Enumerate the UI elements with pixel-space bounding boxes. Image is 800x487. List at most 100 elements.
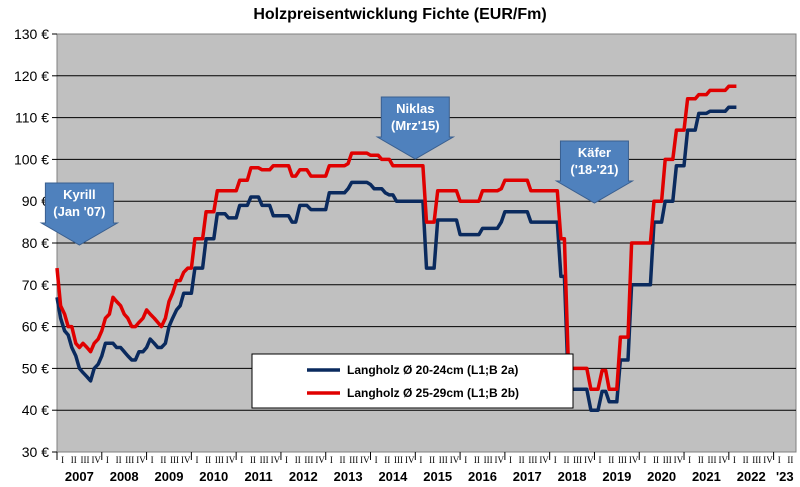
year-label: 2022 [737, 469, 766, 484]
quarter-label: IV [91, 455, 101, 465]
quarter-label: IV [539, 455, 549, 465]
year-label: 2012 [289, 469, 318, 484]
quarter-label: I [599, 455, 602, 465]
callout-arrow [375, 96, 456, 160]
quarter-label: I [285, 455, 288, 465]
y-tick-label: 120 € [14, 68, 49, 84]
chart-title: Holzpreisentwicklung Fichte (EUR/Fm) [253, 6, 546, 23]
quarter-label: I [464, 455, 467, 465]
quarter-label: I [554, 455, 557, 465]
quarter-label: IV [718, 455, 728, 465]
year-label: '23 [776, 469, 794, 484]
quarter-label: II [608, 455, 614, 465]
quarter-label: II [474, 455, 480, 465]
callout-label: Kyrill [63, 187, 96, 202]
year-label: 2015 [423, 469, 452, 484]
quarter-label: IV [495, 455, 505, 465]
quarter-label: IV [763, 455, 773, 465]
quarter-label: IV [450, 455, 460, 465]
quarter-label: IV [226, 455, 236, 465]
quarter-label: IV [674, 455, 684, 465]
quarter-label: II [787, 455, 793, 465]
y-tick-label: 110 € [15, 110, 49, 126]
year-label: 2009 [155, 469, 184, 484]
quarter-label: III [708, 455, 717, 465]
quarter-label: III [304, 455, 313, 465]
callout-arrow [554, 140, 635, 204]
quarter-label: IV [360, 455, 370, 465]
legend-box [251, 353, 574, 409]
legend-label: Langholz Ø 20-24cm (L1;B 2a) [347, 363, 518, 377]
quarter-label: I [643, 455, 646, 465]
y-tick-label: 50 € [22, 360, 49, 376]
quarter-label: I [106, 455, 109, 465]
quarter-label: II [563, 455, 569, 465]
quarter-label: III [618, 455, 627, 465]
year-label: 2008 [110, 469, 139, 484]
quarter-label: III [170, 455, 179, 465]
year-label: 2019 [602, 469, 631, 484]
quarter-label: III [260, 455, 269, 465]
y-tick-label: 130 € [14, 26, 49, 42]
callout-label: (Jan '07) [53, 204, 105, 219]
y-tick-label: 60 € [22, 319, 49, 335]
quarter-label: IV [629, 455, 639, 465]
y-tick-label: 30 € [22, 444, 49, 460]
quarter-label: III [439, 455, 448, 465]
quarter-label: I [778, 455, 781, 465]
callout-label: Niklas [396, 101, 434, 116]
quarter-label: I [240, 455, 243, 465]
quarter-label: II [743, 455, 749, 465]
y-tick-label: 80 € [22, 235, 49, 251]
quarter-label: II [519, 455, 525, 465]
quarter-label: II [116, 455, 122, 465]
year-label: 2021 [692, 469, 721, 484]
y-tick-label: 90 € [22, 193, 49, 209]
series-line-2 [55, 84, 737, 392]
year-label: 2017 [513, 469, 542, 484]
year-label: 2013 [334, 469, 363, 484]
year-label: 2018 [558, 469, 587, 484]
quarter-label: III [528, 455, 537, 465]
quarter-label: III [349, 455, 358, 465]
quarter-label: IV [584, 455, 594, 465]
quarter-label: II [250, 455, 256, 465]
year-label: 2010 [199, 469, 228, 484]
quarter-label: I [330, 455, 333, 465]
quarter-label: III [484, 455, 493, 465]
quarter-label: I [419, 455, 422, 465]
quarter-label: III [394, 455, 403, 465]
callout-label: ('18-'21) [570, 162, 618, 177]
quarter-label: III [125, 455, 134, 465]
quarter-label: III [215, 455, 224, 465]
quarter-label: II [698, 455, 704, 465]
year-label: 2011 [244, 469, 272, 484]
quarter-label: IV [181, 455, 191, 465]
quarter-label: IV [405, 455, 415, 465]
quarter-label: II [295, 455, 301, 465]
quarter-label: II [205, 455, 211, 465]
quarter-label: II [429, 455, 435, 465]
legend-label: Langholz Ø 25-29cm (L1;B 2b) [347, 386, 519, 400]
quarter-label: I [195, 455, 198, 465]
year-label: 2007 [65, 469, 94, 484]
y-tick-label: 40 € [22, 402, 49, 418]
quarter-label: II [71, 455, 77, 465]
quarter-label: I [151, 455, 154, 465]
quarter-label: II [653, 455, 659, 465]
callout-arrow [39, 182, 120, 246]
quarter-label: III [752, 455, 761, 465]
series-line-1 [55, 105, 737, 412]
quarter-label: IV [315, 455, 325, 465]
quarter-label: II [340, 455, 346, 465]
quarter-label: IV [271, 455, 281, 465]
quarter-label: III [663, 455, 672, 465]
quarter-label: I [61, 455, 64, 465]
callout-label: Käfer [578, 145, 611, 160]
year-label: 2020 [647, 469, 676, 484]
quarter-label: I [375, 455, 378, 465]
quarter-label: IV [136, 455, 146, 465]
y-tick-label: 70 € [22, 277, 49, 293]
